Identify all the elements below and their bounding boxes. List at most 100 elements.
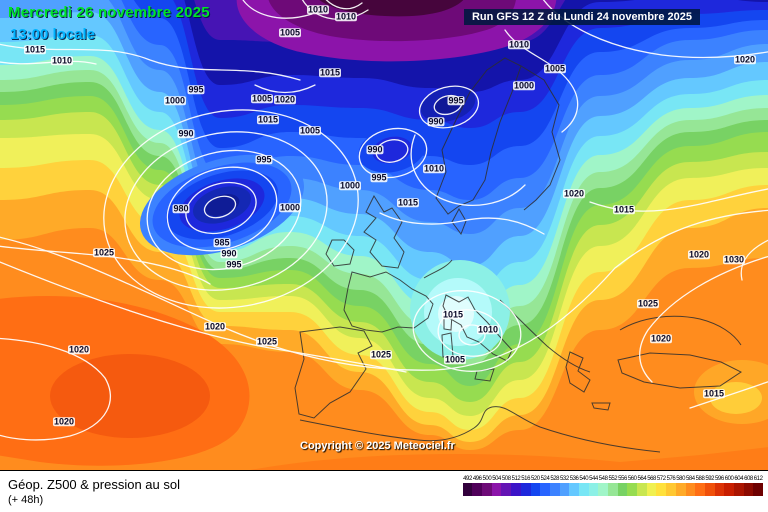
scale-swatch: [724, 483, 734, 496]
scale-cell: 520: [530, 476, 541, 496]
scale-value: 596: [715, 476, 724, 482]
scale-value: 552: [608, 476, 618, 482]
scale-cell: 536: [569, 476, 579, 496]
scale-cell: 576: [666, 476, 676, 496]
scale-cell: 496: [472, 476, 483, 496]
chart-title: Géop. Z500 & pression au sol: [8, 477, 180, 492]
scale-value: 592: [705, 476, 715, 482]
scale-cell: 512: [511, 476, 521, 496]
scale-swatch: [617, 483, 628, 496]
scale-value: 516: [521, 476, 531, 482]
scale-value: 568: [647, 476, 656, 482]
scale-value: 524: [540, 476, 550, 482]
scale-cell: 596: [714, 476, 725, 496]
scale-cell: 568: [646, 476, 657, 496]
coastlines-layer: [294, 57, 742, 453]
scale-cell: 504: [491, 476, 502, 496]
scale-swatch: [714, 483, 725, 496]
scale-swatch: [482, 483, 492, 496]
scale-swatch: [472, 483, 483, 496]
scale-cell: 532: [559, 476, 570, 496]
scale-cell: 552: [608, 476, 618, 496]
scale-swatch: [598, 483, 608, 496]
scale-cell: 592: [704, 476, 715, 496]
scale-value: 504: [492, 476, 501, 482]
scale-cell: 560: [627, 476, 638, 496]
scale-value: 496: [472, 476, 482, 482]
scale-cell: 492: [462, 476, 473, 496]
cold-core-overlays: [139, 0, 557, 360]
scale-cell: 516: [520, 476, 531, 496]
scale-value: 580: [676, 476, 686, 482]
scale-swatch: [695, 483, 705, 496]
scale-cell: 580: [675, 476, 686, 496]
model-run-banner: Run GFS 12 Z du Lundi 24 novembre 2025: [463, 9, 700, 25]
scale-value: 612: [753, 476, 763, 482]
copyright-text: Copyright © 2025 Meteociel.fr: [300, 440, 455, 452]
scale-cell: 544: [588, 476, 599, 496]
scale-value: 508: [501, 476, 511, 482]
scale-cell: 524: [540, 476, 550, 496]
scale-value: 540: [579, 476, 589, 482]
scale-swatch: [491, 483, 502, 496]
scale-swatch: [753, 483, 763, 496]
valid-date-text: Mercredi 26 novembre 2025: [8, 4, 210, 21]
scale-cell: 572: [656, 476, 667, 496]
scale-swatch: [520, 483, 531, 496]
scale-value: 588: [695, 476, 705, 482]
legend-bar: Géop. Z500 & pression au sol (+ 48h) 492…: [0, 470, 768, 512]
scale-swatch: [559, 483, 570, 496]
scale-value: 604: [734, 476, 744, 482]
scale-value: 572: [656, 476, 666, 482]
scale-value: 528: [550, 476, 560, 482]
scale-swatch: [608, 483, 618, 496]
scale-value: 560: [627, 476, 637, 482]
scale-cell: 584: [685, 476, 696, 496]
scale-value: 512: [511, 476, 521, 482]
scale-swatch: [637, 483, 647, 496]
scale-cell: 604: [733, 476, 744, 496]
scale-swatch: [462, 483, 473, 496]
scale-value: 500: [482, 476, 492, 482]
scale-cell: 500: [482, 476, 492, 496]
scale-value: 576: [666, 476, 676, 482]
scale-swatch: [530, 483, 541, 496]
scale-swatch: [549, 483, 560, 496]
scale-value: 544: [589, 476, 598, 482]
scale-value: 600: [724, 476, 734, 482]
scale-cell: 588: [695, 476, 705, 496]
scale-cell: 608: [743, 476, 754, 496]
scale-swatch: [540, 483, 550, 496]
scale-value: 556: [618, 476, 627, 482]
scale-swatch: [656, 483, 667, 496]
scale-value: 608: [744, 476, 753, 482]
scale-cell: 600: [724, 476, 734, 496]
scale-value: 584: [685, 476, 695, 482]
scale-swatch: [578, 483, 589, 496]
scale-swatch: [501, 483, 512, 496]
scale-swatch: [685, 483, 696, 496]
scale-cell: 548: [598, 476, 608, 496]
scale-swatch: [733, 483, 744, 496]
scale-cell: 508: [501, 476, 512, 496]
scale-swatch: [666, 483, 676, 496]
scale-swatch: [569, 483, 579, 496]
map-canvas: [0, 0, 768, 470]
scale-value: 520: [530, 476, 540, 482]
scale-cell: 556: [617, 476, 628, 496]
forecast-map: 1010 1010 1005 1015 1005 1015 1010 995 1000 990 10…: [0, 0, 768, 470]
scale-value: 548: [598, 476, 608, 482]
forecast-hour-label: (+ 48h): [8, 494, 44, 506]
scale-cell: 528: [549, 476, 560, 496]
valid-time-text: 13:00 locale: [10, 26, 96, 43]
scale-value: 536: [569, 476, 579, 482]
scale-cell: 564: [637, 476, 647, 496]
scale-swatch: [627, 483, 638, 496]
scale-value: 564: [637, 476, 647, 482]
scale-swatch: [743, 483, 754, 496]
scale-swatch: [588, 483, 599, 496]
scale-swatch: [511, 483, 521, 496]
color-scale: 492 496 500 504 508 512 516 520 524 528 532 536 540 5…: [462, 476, 763, 496]
scale-cell: 612: [753, 476, 763, 496]
scale-cell: 540: [578, 476, 589, 496]
